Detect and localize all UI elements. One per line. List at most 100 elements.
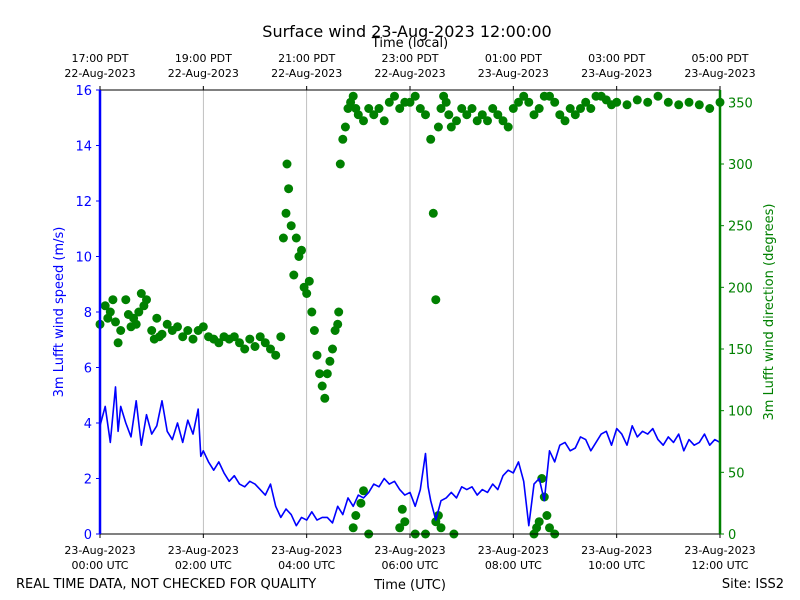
wind-direction-point [136, 289, 146, 298]
x-axis-label: Time (UTC) [373, 578, 446, 593]
wind-direction-point [142, 295, 151, 305]
top-tick-label-date: 22-Aug-2023 [64, 67, 135, 80]
y-right-tick-label: 250 [728, 220, 753, 235]
wind-direction-point [302, 289, 312, 298]
x-tick-label-date: 23-Aug-2023 [581, 544, 652, 557]
wind-direction-point [565, 104, 575, 113]
x-tick-label-time: 06:00 UTC [381, 559, 438, 572]
y-right-tick-label: 0 [728, 528, 736, 543]
y-left-tick-label: 14 [75, 140, 92, 155]
data-quality-note: REAL TIME DATA, NOT CHECKED FOR QUALITY [16, 577, 316, 592]
wind-direction-point [433, 122, 443, 132]
y-left-tick-label: 2 [84, 473, 92, 488]
wind-direction-point [622, 100, 632, 110]
wind-direction-point [282, 159, 292, 169]
wind-direction-point [395, 523, 405, 533]
site-label: Site: ISS2 [722, 577, 784, 592]
wind-direction-point [338, 134, 348, 144]
wind-direction-point [384, 97, 394, 107]
wind-direction-point [198, 322, 208, 332]
x-tick-label-time: 12:00 UTC [691, 559, 748, 572]
wind-direction-point [147, 326, 157, 335]
wind-direction-point [353, 110, 363, 120]
wind-direction-point [271, 350, 281, 360]
gridlines [202, 90, 618, 534]
wind-direction-point [335, 159, 345, 169]
wind-direction-point [100, 301, 110, 311]
top-tick-label-date: 22-Aug-2023 [168, 67, 239, 80]
wind-direction-point [545, 523, 554, 533]
top-tick-label-time: 19:00 PDT [175, 52, 232, 65]
wind-direction-point [542, 511, 552, 520]
wind-direction-point [240, 344, 250, 354]
wind-direction-point [612, 97, 622, 107]
wind-direction-point [276, 332, 286, 342]
wind-direction-point [694, 100, 704, 110]
wind-direction-point [653, 91, 663, 101]
y-right-tick-label: 300 [728, 158, 753, 173]
wind-direction-point [188, 334, 198, 344]
wind-direction-point [576, 104, 585, 113]
x-tick-label-date: 23-Aug-2023 [271, 544, 342, 557]
wind-direction-point [663, 97, 673, 107]
wind-direction-point [286, 221, 296, 231]
wind-direction-point [534, 517, 544, 527]
wind-direction-point [477, 110, 487, 120]
y-right-tick-label: 350 [728, 96, 753, 111]
y-left-tick-label: 12 [75, 195, 92, 210]
wind-direction-point [498, 116, 508, 126]
wind-direction-point [508, 104, 518, 113]
wind-direction-point [255, 332, 265, 342]
wind-direction-point [320, 393, 330, 403]
wind-direction-point [524, 97, 534, 107]
y-left-tick-label: 16 [75, 84, 92, 99]
wind-direction-point [334, 307, 344, 317]
wind-direction-point [457, 104, 467, 113]
wind-direction-point [488, 104, 498, 113]
wind-direction-point [309, 326, 319, 335]
wind-direction-point [307, 307, 317, 317]
wind-direction-point [550, 97, 560, 107]
wind-direction-point [317, 381, 327, 391]
wind-direction-point [315, 369, 325, 379]
wind-direction-point [131, 319, 141, 329]
top-tick-label-date: 22-Aug-2023 [271, 67, 342, 80]
wind-direction-point [560, 116, 570, 126]
wind-direction-point [116, 326, 126, 335]
x-tick-label-time: 02:00 UTC [175, 559, 232, 572]
wind-direction-point [436, 523, 446, 533]
wind-direction-point [278, 233, 288, 243]
wind-direction-point [529, 110, 539, 120]
wind-direction-point [229, 332, 239, 342]
x-tick-label-time: 08:00 UTC [485, 559, 542, 572]
wind-direction-point [333, 319, 343, 329]
wind-direction-point [410, 91, 420, 101]
wind-direction-point [674, 100, 684, 110]
y-left-tick-label: 8 [84, 306, 92, 321]
wind-direction-point [105, 307, 115, 317]
wind-direction-point [369, 110, 379, 120]
wind-direction-point [400, 517, 410, 527]
wind-direction-point [152, 313, 162, 323]
wind-direction-point [570, 110, 580, 120]
top-tick-label-time: 21:00 PDT [278, 52, 335, 65]
top-tick-label-date: 23-Aug-2023 [581, 67, 652, 80]
wind-direction-point [284, 184, 294, 194]
wind-direction-point [374, 104, 384, 113]
wind-direction-point [245, 334, 255, 344]
wind-direction-point [395, 104, 405, 113]
wind-direction-point [444, 110, 454, 120]
x-tick-label-date: 23-Aug-2023 [684, 544, 755, 557]
wind-speed-line [99, 386, 721, 527]
top-tick-label-date: 22-Aug-2023 [374, 67, 445, 80]
x-tick-label-time: 04:00 UTC [278, 559, 335, 572]
x-tick-label-date: 23-Aug-2023 [64, 544, 135, 557]
wind-direction-point [452, 116, 461, 126]
top-tick-label-date: 23-Aug-2023 [478, 67, 549, 80]
y-right-tick-label: 200 [728, 281, 753, 296]
wind-direction-point [467, 104, 477, 113]
top-tick-label-time: 23:00 PDT [381, 52, 438, 65]
wind-direction-point [397, 504, 407, 514]
wind-direction-point [297, 245, 306, 255]
